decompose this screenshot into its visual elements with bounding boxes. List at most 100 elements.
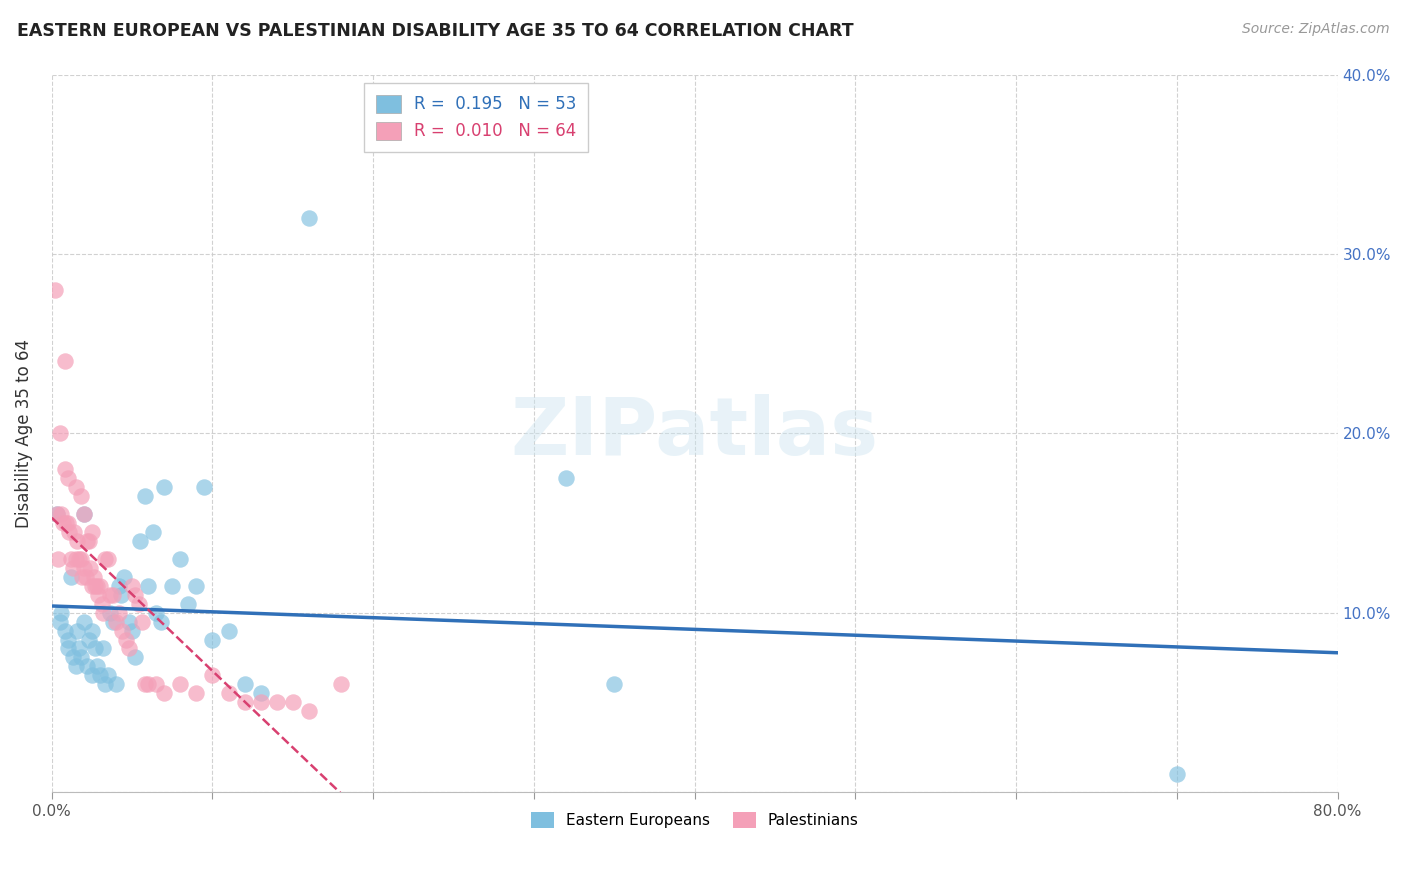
Point [76,533,98,548]
Legend: Eastern Europeans, Palestinians: Eastern Europeans, Palestinians [524,806,865,835]
Point [69,650,91,665]
Point [112,570,135,584]
Point [45,507,67,521]
Point [162,579,184,593]
Text: ZIPatlas: ZIPatlas [510,394,879,472]
Point [60,551,83,566]
Point [91,641,114,656]
Point [86,659,108,673]
Point [136,677,159,691]
Point [233,695,256,709]
Point [142,524,165,539]
Point [44,283,66,297]
Point [53,354,76,368]
Point [76,659,98,673]
Point [124,650,146,665]
Point [69,489,91,503]
Point [105,615,128,629]
Point [56,471,79,485]
Text: Source: ZipAtlas.com: Source: ZipAtlas.com [1241,22,1389,37]
Point [1166,767,1188,781]
Point [150,615,173,629]
Point [108,606,131,620]
Point [121,579,143,593]
Point [89,668,111,682]
Point [249,695,271,709]
Y-axis label: Disability Age 35 to 64: Disability Age 35 to 64 [15,339,32,528]
Point [555,471,578,485]
Point [105,677,128,691]
Point [73,507,96,521]
Point [53,624,76,638]
Point [281,695,304,709]
Point [97,668,120,682]
Point [134,489,156,503]
Text: EASTERN EUROPEAN VS PALESTINIAN DISABILITY AGE 35 TO 64 CORRELATION CHART: EASTERN EUROPEAN VS PALESTINIAN DISABILI… [17,22,853,40]
Point [77,533,100,548]
Point [80,624,103,638]
Point [201,632,224,647]
Point [91,606,114,620]
Point [134,677,156,691]
Point [110,588,132,602]
Point [73,561,96,575]
Point [65,480,87,494]
Point [58,524,80,539]
Point [65,659,87,673]
Point [118,641,141,656]
Point [87,588,110,602]
Point [201,668,224,682]
Point [80,668,103,682]
Point [69,551,91,566]
Point [169,551,191,566]
Point [51,507,73,521]
Point [603,677,626,691]
Point [84,579,107,593]
Point [73,615,96,629]
Point [52,516,75,530]
Point [73,507,96,521]
Point [89,579,111,593]
Point [67,551,90,566]
Point [63,524,86,539]
Point [62,561,84,575]
Point [101,615,124,629]
Point [169,677,191,691]
Point [218,686,240,700]
Point [53,462,76,476]
Point [121,624,143,638]
Point [124,588,146,602]
Point [118,615,141,629]
Point [77,632,100,647]
Point [111,624,134,638]
Point [86,579,108,593]
Point [153,686,176,700]
Point [56,641,79,656]
Point [84,641,107,656]
Point [79,561,101,575]
Point [97,551,120,566]
Point [80,524,103,539]
Point [298,704,321,718]
Point [60,570,83,584]
Point [298,211,321,225]
Point [98,588,121,602]
Point [62,650,84,665]
Point [49,615,72,629]
Point [94,677,117,691]
Point [67,641,90,656]
Point [56,516,79,530]
Point [330,677,353,691]
Point [145,606,167,620]
Point [114,632,136,647]
Point [249,686,271,700]
Point [56,632,79,647]
Point [51,606,73,620]
Point [94,551,117,566]
Point [145,677,167,691]
Point [131,615,153,629]
Point [177,597,200,611]
Point [136,579,159,593]
Point [45,507,67,521]
Point [80,579,103,593]
